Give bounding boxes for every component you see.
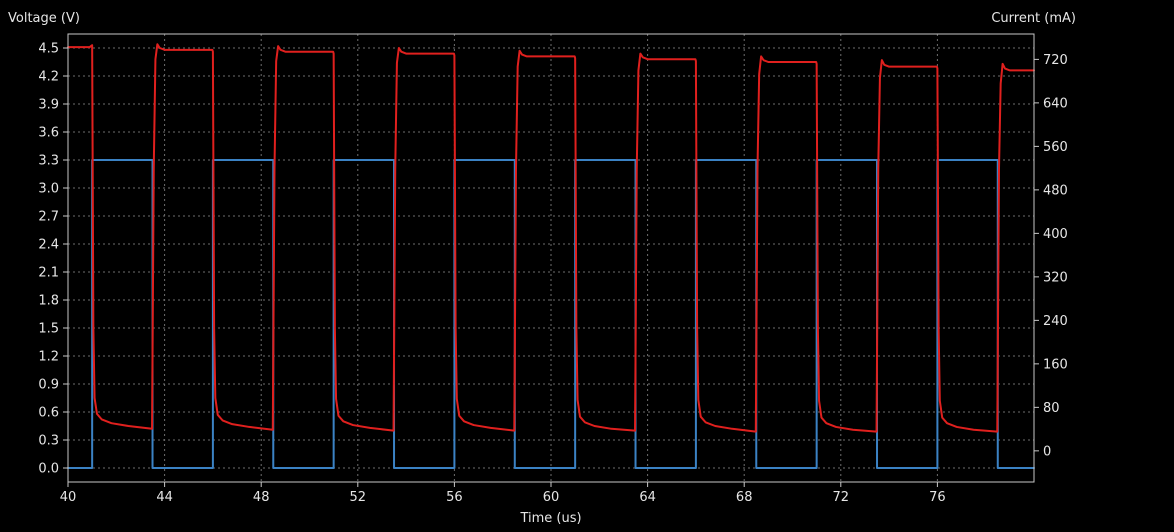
x-tick-label: 44 [156, 490, 173, 505]
y-left-tick-label: 2.4 [38, 238, 59, 253]
y-left-tick-label: 2.1 [38, 266, 59, 281]
y-right-tick-label: 0 [1043, 444, 1051, 459]
x-tick-label: 48 [253, 490, 270, 505]
y-left-tick-label: 1.5 [38, 322, 59, 337]
y-right-tick-label: 320 [1043, 270, 1068, 285]
y-left-axis-title: Voltage (V) [8, 11, 80, 26]
y-right-tick-label: 160 [1043, 357, 1068, 372]
y-left-tick-label: 1.8 [38, 294, 59, 309]
x-tick-label: 64 [639, 490, 656, 505]
y-left-tick-label: 0.3 [38, 434, 59, 449]
y-right-tick-label: 640 [1043, 96, 1068, 111]
current-series-line [67, 43, 1035, 433]
y-right-tick-label: 400 [1043, 227, 1068, 242]
x-tick-label: 52 [350, 490, 367, 505]
x-tick-label: 76 [929, 490, 946, 505]
y-left-tick-label: 3.0 [38, 182, 59, 197]
y-left-tick-label: 3.3 [38, 154, 59, 169]
y-left-tick-label: 0.0 [38, 462, 59, 477]
x-tick-label: 60 [543, 490, 560, 505]
y-right-axis-title: Current (mA) [991, 11, 1076, 26]
y-left-tick-label: 4.5 [38, 42, 59, 57]
y-left-tick-label: 3.6 [38, 126, 59, 141]
y-right-tick-label: 560 [1043, 140, 1068, 155]
y-left-tick-label: 3.9 [38, 98, 59, 113]
y-left-tick-label: 2.7 [38, 210, 59, 225]
ticks: 40 44 48 52 56 60 64 68 72 76 0.0 0.3 0.6 0.9 1.2 1.5 1.… [38, 42, 1068, 506]
grid [67, 34, 1034, 482]
y-right-tick-label: 720 [1043, 53, 1068, 68]
y-left-tick-label: 4.2 [38, 70, 59, 85]
x-axis-title: Time (us) [519, 511, 581, 526]
y-right-tick-label: 480 [1043, 183, 1068, 198]
y-left-tick-label: 0.6 [38, 406, 59, 421]
y-right-tick-label: 80 [1043, 401, 1060, 416]
y-left-tick-label: 0.9 [38, 378, 59, 393]
y-left-tick-label: 1.2 [38, 350, 59, 365]
x-tick-label: 68 [736, 490, 753, 505]
series-layer [67, 43, 1035, 469]
y-right-tick-label: 240 [1043, 314, 1068, 329]
x-tick-label: 56 [446, 490, 463, 505]
x-tick-label: 72 [833, 490, 850, 505]
x-tick-label: 40 [60, 490, 77, 505]
